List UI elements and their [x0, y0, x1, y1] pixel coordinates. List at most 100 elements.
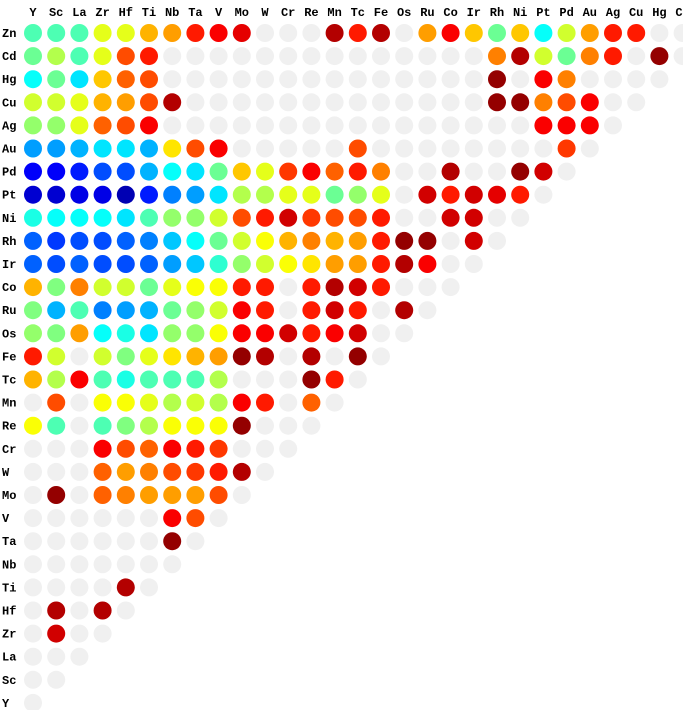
cell-zn-ru — [418, 24, 437, 42]
cell-hg-mo — [232, 70, 251, 89]
cell-pt-w — [256, 185, 274, 204]
cell-tc-ta — [186, 370, 205, 389]
cell-re-y — [24, 416, 42, 435]
row-label-os: Os — [2, 327, 16, 341]
cell-nb-zr — [93, 555, 112, 574]
row-label-mn: Mn — [2, 397, 16, 411]
cell-cd-la — [70, 47, 89, 66]
cell-pt-pt — [534, 185, 553, 204]
cell-co-cr — [279, 278, 298, 297]
cell-ag-ni — [511, 116, 530, 135]
cell-os-os — [395, 324, 414, 343]
cell-cd-rh — [488, 47, 506, 66]
cell-hg-ru — [418, 70, 437, 89]
cell-pd-hf — [116, 162, 135, 181]
cell-rh-rh — [488, 231, 506, 250]
cell-au-os — [395, 139, 414, 158]
cell-cd-cd — [673, 47, 683, 66]
cell-ir-zr — [93, 255, 112, 273]
cell-ir-la — [70, 255, 89, 273]
cell-au-ni — [511, 139, 530, 158]
cell-rh-y — [24, 231, 42, 250]
cell-pd-pd — [557, 162, 576, 181]
cell-fe-hf — [116, 347, 135, 366]
cell-mn-nb — [163, 393, 182, 412]
cell-tc-w — [256, 370, 274, 389]
cell-v-v — [209, 509, 228, 528]
cell-cu-cr — [279, 93, 298, 112]
cell-cr-hf — [116, 439, 135, 458]
row-label-zr: Zr — [2, 628, 16, 642]
cell-zn-cr — [279, 24, 298, 42]
cell-ni-v — [209, 208, 228, 227]
cell-hg-ni — [511, 70, 530, 89]
cell-ru-hf — [116, 301, 135, 320]
cell-rh-os — [395, 231, 414, 250]
cell-cd-pt — [534, 47, 553, 66]
cell-fe-y — [24, 347, 42, 366]
cell-os-v — [209, 324, 228, 343]
cell-hg-co — [441, 70, 460, 89]
cell-pd-co — [441, 162, 460, 181]
cell-pd-nb — [163, 162, 182, 181]
cell-co-y — [24, 278, 42, 297]
cell-mo-v — [209, 486, 228, 504]
cell-au-la — [70, 139, 89, 158]
cell-cu-ag — [604, 93, 622, 112]
cell-rh-v — [209, 231, 228, 250]
cell-zn-rh — [488, 24, 506, 42]
cell-cu-mo — [232, 93, 251, 112]
cell-tc-zr — [93, 370, 112, 389]
cell-v-y — [24, 509, 42, 528]
cell-ag-co — [441, 116, 460, 135]
cell-pd-zr — [93, 162, 112, 181]
cell-zn-mn — [325, 24, 344, 42]
cell-rh-sc — [47, 231, 66, 250]
cell-ru-ta — [186, 301, 205, 320]
cell-ir-mn — [325, 255, 344, 273]
cell-ni-tc — [348, 208, 367, 227]
cell-w-w — [256, 462, 274, 481]
cell-hg-w — [256, 70, 274, 89]
cell-ta-nb — [163, 532, 182, 551]
cell-au-zr — [93, 139, 112, 158]
row-label-zn: Zn — [2, 27, 16, 41]
cell-re-mo — [232, 416, 251, 435]
cell-cu-pd — [557, 93, 576, 112]
cell-cd-fe — [372, 47, 390, 66]
cell-co-ru — [418, 278, 437, 297]
cell-ni-ru — [418, 208, 437, 227]
cell-os-mo — [232, 324, 251, 343]
cell-re-ti — [140, 416, 158, 435]
cell-v-nb — [163, 509, 182, 528]
cell-zn-co — [441, 24, 460, 42]
cell-ta-la — [70, 532, 89, 551]
row-label-au: Au — [2, 143, 16, 157]
row-label-re: Re — [2, 420, 16, 434]
column-label-nb: Nb — [165, 6, 179, 20]
cell-zr-zr — [93, 624, 112, 643]
cell-au-ir — [464, 139, 483, 158]
cell-pd-ni — [511, 162, 530, 181]
column-label-ru: Ru — [420, 6, 434, 20]
column-label-ta: Ta — [188, 6, 202, 20]
cell-pd-w — [256, 162, 274, 181]
cell-cd-cu — [627, 47, 646, 66]
cell-co-ta — [186, 278, 205, 297]
cell-ni-rh — [488, 208, 506, 227]
cell-v-sc — [47, 509, 66, 528]
cell-tc-sc — [47, 370, 66, 389]
cell-zn-ta — [186, 24, 205, 42]
column-label-os: Os — [397, 6, 411, 20]
cell-pt-fe — [372, 185, 390, 204]
cell-cr-v — [209, 439, 228, 458]
cell-pt-hf — [116, 185, 135, 204]
cell-hg-ti — [140, 70, 158, 89]
cell-ag-mo — [232, 116, 251, 135]
cell-cr-ta — [186, 439, 205, 458]
cell-cu-y — [24, 93, 42, 112]
column-label-pd: Pd — [559, 6, 573, 20]
column-label-zr: Zr — [95, 6, 109, 20]
cell-ru-cr — [279, 301, 298, 320]
cell-hg-au — [580, 70, 599, 89]
